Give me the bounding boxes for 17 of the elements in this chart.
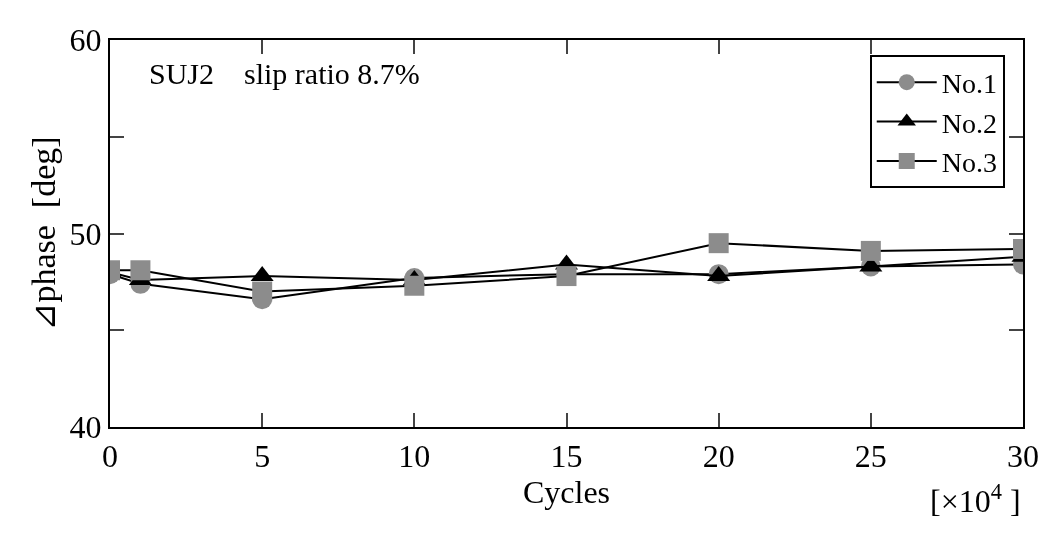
legend-label: No.2 [941,107,997,139]
x-tick-label: 0 [102,438,118,475]
y-tick-label: 60 [69,22,102,59]
annotation: SUJ2 slip ratio 8.7% [149,57,420,90]
y-tick-label: 40 [69,409,102,446]
x-axis-title: Cycles [522,474,611,511]
x-tick-label: 20 [702,438,735,475]
y-tick-label: 50 [69,215,102,252]
x-tick-label: 30 [1007,438,1039,475]
x-tick-label: 15 [550,438,583,475]
legend-label: No.1 [941,68,997,100]
x-tick-label: 25 [854,438,887,475]
y-axis-title: ⊿phase [deg] [24,136,62,331]
legend-label: No.3 [941,146,997,178]
x-tick-label: 5 [254,438,271,475]
text: [×10$^{4}$ ] [930,479,1021,520]
x-tick-label: 10 [398,438,431,475]
